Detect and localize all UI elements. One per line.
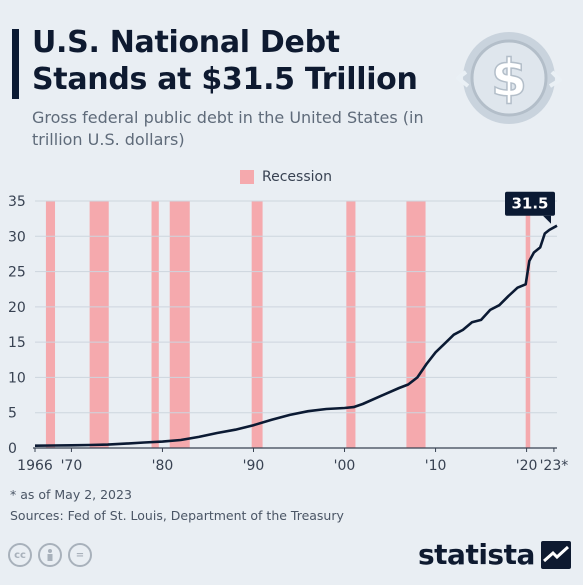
- y-tick-label: 10: [8, 370, 26, 386]
- debt-series-line: [34, 224, 558, 447]
- title-accent-bar: [12, 29, 19, 99]
- recession-band: [525, 201, 531, 448]
- value-callout-box: [505, 191, 555, 216]
- chart-title: U.S. National Debt Stands at $31.5 Trill…: [32, 25, 418, 97]
- x-tick-label: '90: [243, 458, 265, 474]
- y-tick-label: 25: [8, 265, 26, 281]
- svg-text:$: $: [491, 49, 527, 109]
- statista-brand[interactable]: statista: [418, 538, 571, 571]
- recession-band: [169, 201, 190, 448]
- y-tick-label: 20: [8, 300, 26, 316]
- x-tick-label: '00: [334, 458, 356, 474]
- y-tick-label: 30: [8, 229, 26, 245]
- recession-band: [346, 201, 356, 448]
- value-callout-pointer: [543, 215, 551, 224]
- dollar-coin-icon: $: [456, 32, 562, 124]
- chart-subtitle: Gross federal public debt in the United …: [32, 108, 424, 149]
- cc-icon[interactable]: cc: [8, 543, 32, 567]
- recession-swatch: [240, 170, 254, 184]
- recession-band: [89, 201, 109, 448]
- x-tick-label: '70: [61, 458, 83, 474]
- y-tick-label: 0: [8, 441, 17, 457]
- license-icons: cc =: [8, 543, 92, 567]
- sources-note: Sources: Fed of St. Louis, Department of…: [10, 508, 344, 523]
- y-tick-label: 35: [8, 194, 26, 210]
- recession-band: [45, 201, 56, 448]
- x-tick-label: '20: [516, 458, 538, 474]
- attribution-icon[interactable]: [38, 543, 62, 567]
- footnote: * as of May 2, 2023: [10, 487, 132, 502]
- recession-band: [406, 201, 426, 448]
- x-tick-label: '10: [425, 458, 447, 474]
- x-tick-label: '80: [152, 458, 174, 474]
- statista-logo-icon: [540, 540, 571, 569]
- x-tick-label: '23*: [540, 458, 569, 474]
- no-derivatives-icon[interactable]: =: [68, 543, 92, 567]
- y-tick-label: 5: [8, 406, 17, 422]
- value-callout-label: 31.5: [511, 195, 548, 213]
- recession-band: [251, 201, 263, 448]
- x-tick-label: 1966: [17, 458, 53, 474]
- brand-name: statista: [418, 538, 535, 571]
- chart-legend: Recession: [240, 168, 332, 186]
- legend-recession-label: Recession: [262, 169, 332, 185]
- y-tick-label: 15: [8, 335, 26, 351]
- recession-band: [151, 201, 159, 448]
